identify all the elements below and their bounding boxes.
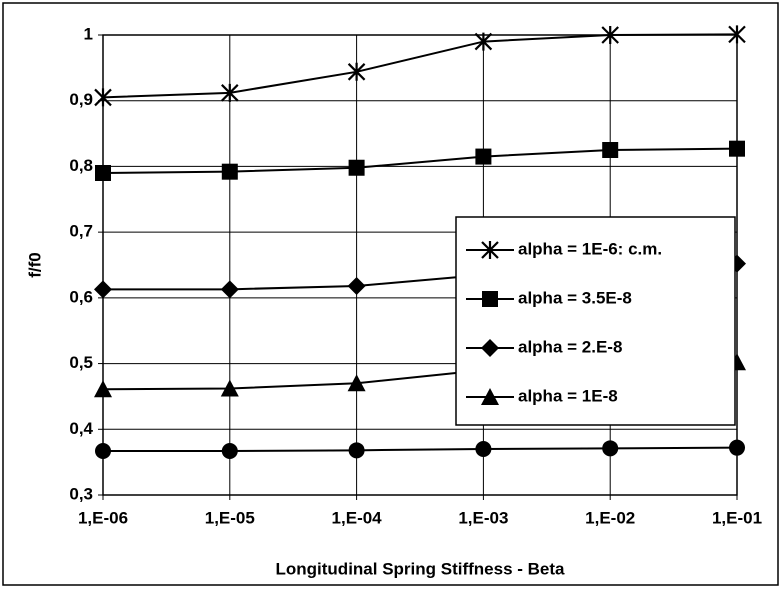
marker-asterisk	[347, 62, 366, 81]
y-tick-label: 0,4	[69, 419, 93, 438]
marker-diamond	[94, 280, 112, 299]
x-axis-title: Longitudinal Spring Stiffness - Beta	[276, 559, 566, 578]
marker-circle	[729, 439, 745, 456]
marker-asterisk	[94, 88, 112, 107]
series-line	[103, 446, 738, 452]
marker-asterisk	[474, 32, 493, 51]
marker-circle	[95, 442, 111, 459]
y-tick-label: 0,7	[69, 222, 93, 241]
marker-circle	[475, 441, 492, 457]
legend-label: alpha = 1E-6: c.m.	[518, 239, 662, 258]
x-tick-label: 1,E-05	[205, 508, 255, 527]
x-tick-label: 1,E-03	[458, 508, 508, 527]
x-tick-label: 1,E-02	[585, 508, 635, 527]
marker-asterisk	[728, 25, 746, 44]
y-tick-label: 0,8	[69, 156, 93, 175]
marker-circle	[602, 440, 619, 457]
marker-asterisk	[221, 83, 239, 102]
marker-square	[729, 140, 745, 157]
y-tick-label: 0,5	[69, 353, 93, 372]
marker-triangle	[220, 379, 239, 397]
y-tick-label: 0,3	[69, 484, 93, 503]
series-line	[102, 33, 738, 99]
legend-label: alpha = 3.5E-8	[518, 288, 632, 307]
series-line	[102, 147, 738, 174]
marker-square	[475, 148, 492, 165]
legend: alpha = 1E-6: c.m. alpha = 3.5E-8 alpha = …	[455, 216, 736, 426]
x-tick-label: 1,E-01	[712, 508, 762, 527]
y-tick-label: 0,6	[69, 287, 93, 306]
legend-box	[455, 216, 736, 426]
marker-asterisk	[481, 241, 499, 259]
marker-square	[95, 165, 111, 181]
marker-diamond	[220, 280, 239, 299]
marker-square	[348, 159, 365, 176]
x-tick-label: 1,E-04	[332, 508, 383, 527]
marker-square	[221, 163, 238, 180]
marker-triangle	[481, 388, 499, 405]
y-axis-title: f/f0	[25, 252, 44, 278]
legend-label: alpha = 2.E-8	[518, 337, 622, 356]
marker-square	[482, 291, 498, 307]
marker-diamond	[481, 339, 499, 357]
marker-asterisk	[601, 26, 619, 44]
marker-circle	[348, 442, 365, 459]
marker-circle	[221, 442, 238, 459]
marker-triangle	[94, 380, 112, 398]
legend-label: alpha = 1E-8	[518, 386, 618, 405]
marker-diamond	[347, 277, 366, 296]
y-tick-label: 0,9	[69, 90, 93, 109]
marker-square	[602, 142, 619, 158]
marker-triangle	[347, 374, 366, 392]
x-tick-label: 1,E-06	[78, 508, 128, 527]
y-tick-label: 1	[84, 24, 93, 43]
